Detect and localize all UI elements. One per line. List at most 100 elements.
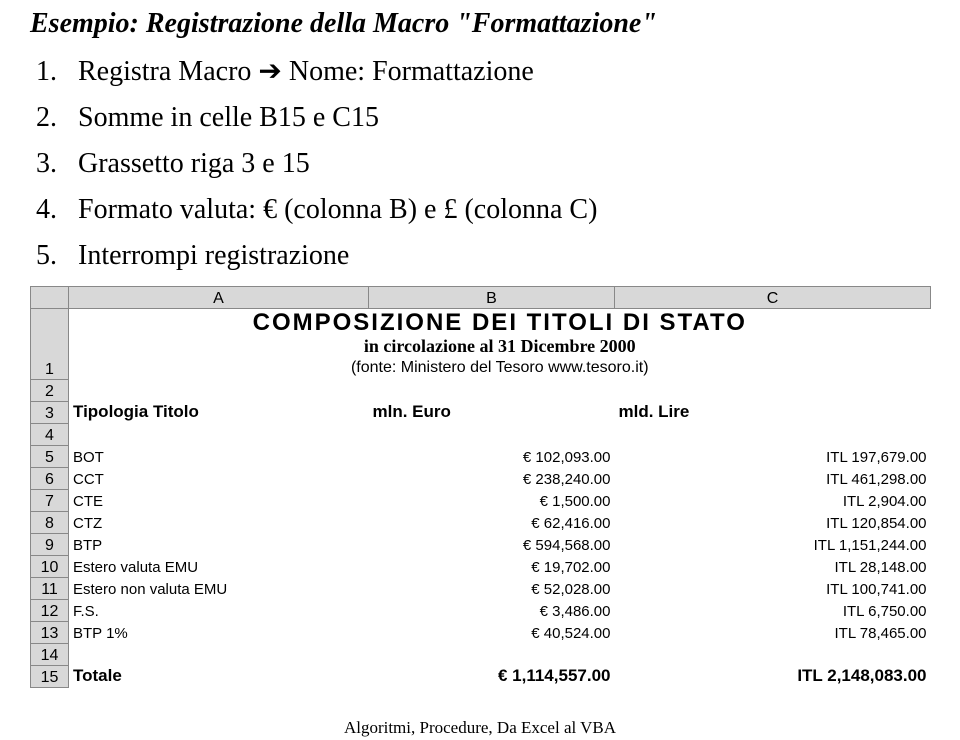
table-row: 10 Estero valuta EMU € 19,702.00 ITL 28,… bbox=[31, 555, 931, 577]
cell[interactable] bbox=[369, 379, 615, 401]
table-row: 8 CTZ € 62,416.00 ITL 120,854.00 bbox=[31, 511, 931, 533]
cell[interactable]: Tipologia Titolo bbox=[69, 401, 369, 423]
cell[interactable] bbox=[615, 643, 931, 665]
step-num: 2. bbox=[36, 102, 57, 133]
cell[interactable]: € 102,093.00 bbox=[369, 445, 615, 467]
cell[interactable]: ITL 28,148.00 bbox=[615, 555, 931, 577]
table-row: 13 BTP 1% € 40,524.00 ITL 78,465.00 bbox=[31, 621, 931, 643]
table-row: 1 COMPOSIZIONE DEI TITOLI DI STATO in ci… bbox=[31, 309, 931, 380]
cell[interactable]: ITL 120,854.00 bbox=[615, 511, 931, 533]
step-text: Formato valuta: € (colonna B) e £ (colon… bbox=[78, 194, 597, 225]
row-header[interactable]: 14 bbox=[31, 643, 69, 665]
table-row: 2 bbox=[31, 379, 931, 401]
step-text: Interrompi registrazione bbox=[78, 240, 349, 271]
row-header[interactable]: 4 bbox=[31, 423, 69, 445]
table-row: 4 bbox=[31, 423, 931, 445]
step-5: 5. Interrompi registrazione bbox=[30, 240, 930, 272]
cell[interactable]: ITL 2,904.00 bbox=[615, 489, 931, 511]
cell[interactable]: ITL 100,741.00 bbox=[615, 577, 931, 599]
cell[interactable]: € 40,524.00 bbox=[369, 621, 615, 643]
cell[interactable]: BTP 1% bbox=[69, 621, 369, 643]
row-header[interactable]: 12 bbox=[31, 599, 69, 621]
page-title: Esempio: Registrazione della Macro "Form… bbox=[30, 8, 930, 40]
cell[interactable] bbox=[69, 643, 369, 665]
row-header[interactable]: 9 bbox=[31, 533, 69, 555]
cell[interactable]: CTE bbox=[69, 489, 369, 511]
table-row: 9 BTP € 594,568.00 ITL 1,151,244.00 bbox=[31, 533, 931, 555]
table-row: 15 Totale € 1,114,557.00 ITL 2,148,083.0… bbox=[31, 665, 931, 687]
cell[interactable]: ITL 2,148,083.00 bbox=[615, 665, 931, 687]
table-row: 7 CTE € 1,500.00 ITL 2,904.00 bbox=[31, 489, 931, 511]
row-header[interactable]: 5 bbox=[31, 445, 69, 467]
cell[interactable]: € 1,114,557.00 bbox=[369, 665, 615, 687]
corner-cell bbox=[31, 287, 69, 309]
cell[interactable]: F.S. bbox=[69, 599, 369, 621]
table-row: 11 Estero non valuta EMU € 52,028.00 ITL… bbox=[31, 577, 931, 599]
cell[interactable] bbox=[69, 423, 369, 445]
step-text: Grassetto riga 3 e 15 bbox=[78, 148, 310, 179]
cell[interactable]: Totale bbox=[69, 665, 369, 687]
cell[interactable] bbox=[615, 379, 931, 401]
cell[interactable] bbox=[615, 423, 931, 445]
row-header[interactable]: 2 bbox=[31, 379, 69, 401]
step-text: Registra Macro bbox=[78, 56, 251, 87]
sheet-big-title: COMPOSIZIONE DEI TITOLI DI STATO bbox=[73, 310, 927, 336]
spreadsheet-table: A B C 1 COMPOSIZIONE DEI TITOLI DI STATO… bbox=[30, 286, 931, 688]
col-header-a[interactable]: A bbox=[69, 287, 369, 309]
cell[interactable] bbox=[369, 643, 615, 665]
step-1: 1. Registra Macro ➔ Nome: Formattazione bbox=[30, 54, 930, 88]
cell[interactable]: € 62,416.00 bbox=[369, 511, 615, 533]
step-num: 1. bbox=[36, 56, 57, 87]
row-header[interactable]: 11 bbox=[31, 577, 69, 599]
table-row: 3 Tipologia Titolo mln. Euro mld. Lire bbox=[31, 401, 931, 423]
cell[interactable]: € 3,486.00 bbox=[369, 599, 615, 621]
cell[interactable]: € 594,568.00 bbox=[369, 533, 615, 555]
cell[interactable]: ITL 1,151,244.00 bbox=[615, 533, 931, 555]
cell[interactable]: € 52,028.00 bbox=[369, 577, 615, 599]
sheet-sub1: in circolazione al 31 Dicembre 2000 bbox=[73, 336, 927, 358]
col-header-b[interactable]: B bbox=[369, 287, 615, 309]
row-header[interactable]: 6 bbox=[31, 467, 69, 489]
cell[interactable]: CCT bbox=[69, 467, 369, 489]
cell[interactable]: Estero valuta EMU bbox=[69, 555, 369, 577]
step-num: 3. bbox=[36, 148, 57, 179]
step-2: 2. Somme in celle B15 e C15 bbox=[30, 102, 930, 134]
step-4: 4. Formato valuta: € (colonna B) e £ (co… bbox=[30, 194, 930, 226]
cell[interactable]: € 1,500.00 bbox=[369, 489, 615, 511]
cell[interactable]: ITL 461,298.00 bbox=[615, 467, 931, 489]
cell[interactable] bbox=[69, 379, 369, 401]
table-row: 6 CCT € 238,240.00 ITL 461,298.00 bbox=[31, 467, 931, 489]
table-row: 14 bbox=[31, 643, 931, 665]
row-header[interactable]: 3 bbox=[31, 401, 69, 423]
arrow-icon: ➔ bbox=[258, 55, 281, 86]
row-header[interactable]: 15 bbox=[31, 665, 69, 687]
row-header[interactable]: 8 bbox=[31, 511, 69, 533]
step-tail: Nome: Formattazione bbox=[289, 56, 534, 87]
cell[interactable]: mln. Euro bbox=[369, 401, 615, 423]
footer-text: Algoritmi, Procedure, Da Excel al VBA bbox=[0, 718, 960, 740]
cell[interactable]: Estero non valuta EMU bbox=[69, 577, 369, 599]
spreadsheet: A B C 1 COMPOSIZIONE DEI TITOLI DI STATO… bbox=[30, 286, 930, 688]
column-header-row: A B C bbox=[31, 287, 931, 309]
step-num: 4. bbox=[36, 194, 57, 225]
cell[interactable] bbox=[369, 423, 615, 445]
cell[interactable]: ITL 197,679.00 bbox=[615, 445, 931, 467]
col-header-c[interactable]: C bbox=[615, 287, 931, 309]
step-num: 5. bbox=[36, 240, 57, 271]
cell[interactable]: BOT bbox=[69, 445, 369, 467]
sheet-title-cell[interactable]: COMPOSIZIONE DEI TITOLI DI STATO in circ… bbox=[69, 309, 931, 380]
row-header[interactable]: 10 bbox=[31, 555, 69, 577]
cell[interactable]: mld. Lire bbox=[615, 401, 931, 423]
cell[interactable]: € 19,702.00 bbox=[369, 555, 615, 577]
row-header[interactable]: 13 bbox=[31, 621, 69, 643]
cell[interactable]: BTP bbox=[69, 533, 369, 555]
cell[interactable]: ITL 78,465.00 bbox=[615, 621, 931, 643]
row-header[interactable]: 7 bbox=[31, 489, 69, 511]
table-row: 12 F.S. € 3,486.00 ITL 6,750.00 bbox=[31, 599, 931, 621]
cell[interactable]: ITL 6,750.00 bbox=[615, 599, 931, 621]
sheet-sub2: (fonte: Ministero del Tesoro www.tesoro.… bbox=[73, 358, 927, 377]
row-header[interactable]: 1 bbox=[31, 309, 69, 380]
cell[interactable]: € 238,240.00 bbox=[369, 467, 615, 489]
table-row: 5 BOT € 102,093.00 ITL 197,679.00 bbox=[31, 445, 931, 467]
cell[interactable]: CTZ bbox=[69, 511, 369, 533]
